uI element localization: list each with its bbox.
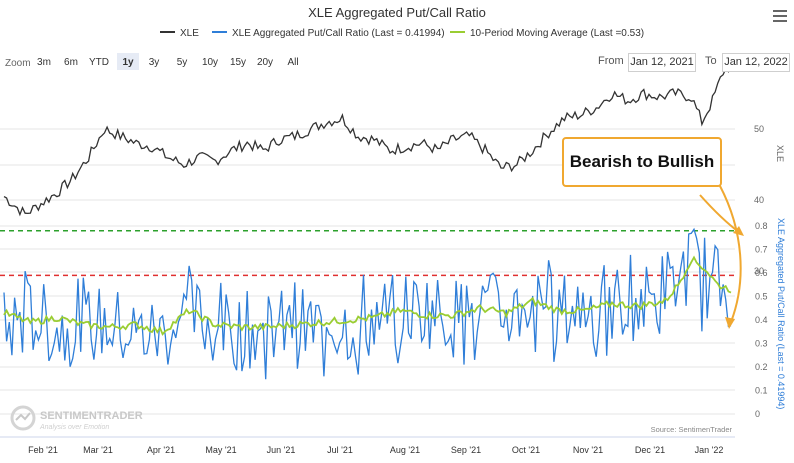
upper-tick-label: 30 <box>754 266 764 276</box>
lower-axis-ticks: 0.8 0.7 0.6 0.5 0.4 0.3 0.2 0.1 0 <box>755 221 768 419</box>
lower-tick-label: 0.6 <box>755 268 768 278</box>
x-tick-label: Jan '22 <box>695 445 724 455</box>
legend-label-pcr[interactable]: XLE Aggregated Put/Call Ratio (Last = 0.… <box>232 28 445 39</box>
lower-tick-label: 0.4 <box>755 315 768 325</box>
xle-series-line <box>3 62 732 217</box>
annotation-text: Bearish to Bullish <box>569 152 715 171</box>
logo-name: SENTIMENTRADER <box>40 410 143 422</box>
lower-tick-label: 0.8 <box>755 221 768 231</box>
x-tick-label: Nov '21 <box>573 445 603 455</box>
x-axis-ticks: Feb '21 Mar '21 Apr '21 May '21 Jun '21 Jul '… <box>28 445 723 455</box>
upper-tick-label: 40 <box>754 195 764 205</box>
x-tick-label: Dec '21 <box>635 445 665 455</box>
legend: XLE XLE Aggregated Put/Call Ratio (Last … <box>160 28 644 39</box>
lower-tick-label: 0.7 <box>755 245 768 255</box>
x-tick-label: Feb '21 <box>28 445 58 455</box>
zoom-5y-button[interactable]: 5y <box>177 57 188 68</box>
callout-arrow-top <box>699 194 741 234</box>
zoom-6m-button[interactable]: 6m <box>64 57 78 68</box>
logo-tagline: Analysis over Emotion <box>39 424 109 431</box>
callout-arrowhead-bottom <box>725 317 735 329</box>
ma-series-line <box>3 255 732 336</box>
x-tick-label: Oct '21 <box>512 445 540 455</box>
x-tick-label: Jul '21 <box>327 445 353 455</box>
to-date-input[interactable]: Jan 12, 2022 <box>722 53 790 72</box>
chart-title: XLE Aggregated Put/Call Ratio <box>308 5 486 20</box>
legend-label-ma[interactable]: 10-Period Moving Average (Last =0.53) <box>470 28 644 39</box>
zoom-10y-button[interactable]: 10y <box>202 57 218 68</box>
callout-arrowhead-top <box>733 226 744 236</box>
from-date-input[interactable]: Jan 12, 2021 <box>628 53 696 72</box>
lower-tick-label: 0.3 <box>755 339 768 349</box>
lower-tick-label: 0 <box>755 409 760 419</box>
upper-tick-label: 50 <box>754 124 764 134</box>
zoom-label: Zoom <box>5 58 31 69</box>
upper-axis-ticks: 50 40 30 <box>754 124 764 276</box>
zoom-controls: Zoom 3m 6m YTD 1y 3y 5y 10y 15y 20y All <box>5 53 299 70</box>
zoom-ytd-button[interactable]: YTD <box>89 57 109 68</box>
zoom-all-button[interactable]: All <box>287 57 298 68</box>
from-label: From <box>598 55 624 67</box>
lower-tick-label: 0.2 <box>755 362 768 372</box>
sentimentrader-logo: SENTIMENTRADER Analysis over Emotion <box>10 405 143 431</box>
x-tick-label: Sep '21 <box>451 445 481 455</box>
menu-icon[interactable] <box>773 10 787 22</box>
zoom-1y-button[interactable]: 1y <box>122 57 134 68</box>
lower-axis-label: XLE Aggregated Put/Call Ratio (Last = 0.… <box>776 218 786 409</box>
source-credit: Source: SentimenTrader <box>651 425 733 434</box>
x-tick-label: May '21 <box>205 445 236 455</box>
x-tick-label: Mar '21 <box>83 445 113 455</box>
callout-arrow-bottom <box>719 185 742 323</box>
legend-label-xle[interactable]: XLE <box>180 28 199 39</box>
x-tick-label: Jun '21 <box>267 445 296 455</box>
lower-tick-label: 0.1 <box>755 386 768 396</box>
annotation-callout: Bearish to Bullish <box>562 137 722 187</box>
lower-tick-label: 0.5 <box>755 292 768 302</box>
zoom-15y-button[interactable]: 15y <box>230 57 246 68</box>
zoom-20y-button[interactable]: 20y <box>257 57 273 68</box>
to-label: To <box>705 55 717 67</box>
zoom-selected-highlight <box>117 53 139 70</box>
upper-axis-label: XLE <box>775 145 785 162</box>
reference-lines <box>0 229 735 277</box>
zoom-3y-button[interactable]: 3y <box>149 57 160 68</box>
x-tick-label: Aug '21 <box>390 445 420 455</box>
pcr-series-line <box>3 227 732 380</box>
zoom-3m-button[interactable]: 3m <box>37 57 51 68</box>
x-tick-label: Apr '21 <box>147 445 175 455</box>
